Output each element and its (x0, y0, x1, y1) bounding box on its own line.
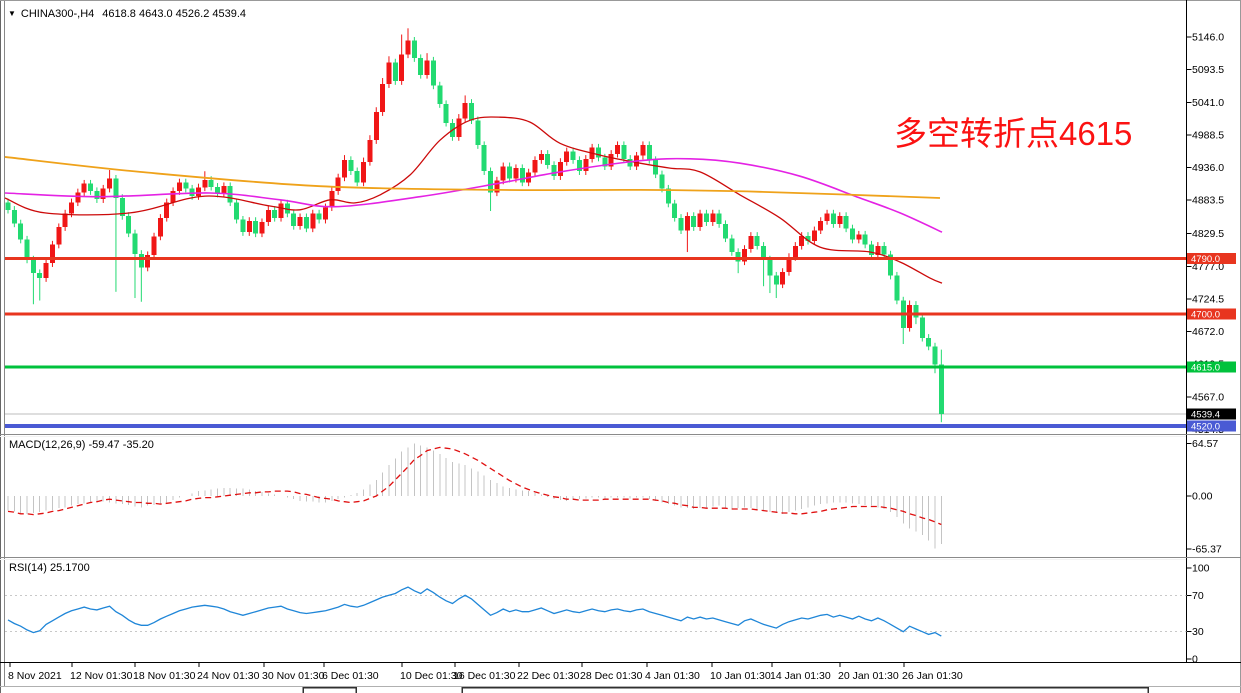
rsi-value-line (7, 586, 942, 637)
svg-text:24 Nov 01:30: 24 Nov 01:30 (197, 670, 260, 682)
bottom-window-fragment-small[interactable] (302, 686, 357, 693)
annotation-text: 多空转折点4615 (894, 115, 1133, 152)
rsi-panel[interactable]: 100 70 30 0 (5, 563, 1210, 666)
svg-text:10 Dec 01:30: 10 Dec 01:30 (400, 670, 463, 682)
svg-text:4567.0: 4567.0 (1192, 391, 1224, 403)
svg-text:4777.0: 4777.0 (1192, 261, 1224, 273)
macd-signal-line (7, 446, 942, 526)
svg-text:5041.0: 5041.0 (1192, 97, 1224, 109)
ma-mid-magenta (4, 157, 943, 233)
svg-text:64.57: 64.57 (1192, 438, 1218, 450)
svg-text:100: 100 (1192, 563, 1210, 575)
symbol-dropdown-icon[interactable]: ▼ (8, 9, 16, 18)
svg-text:4 Jan 01:30: 4 Jan 01:30 (645, 670, 700, 682)
svg-text:16 Dec 01:30: 16 Dec 01:30 (453, 670, 516, 682)
svg-text:4724.5: 4724.5 (1192, 293, 1224, 305)
rsi-label: RSI(14) 25.1700 (9, 562, 90, 574)
svg-text:0.00: 0.00 (1192, 491, 1213, 503)
svg-text:28 Dec 01:30: 28 Dec 01:30 (580, 670, 643, 682)
svg-text:8 Nov 2021: 8 Nov 2021 (8, 670, 62, 682)
svg-text:10 Jan 01:30: 10 Jan 01:30 (710, 670, 771, 682)
bottom-strip (0, 686, 1241, 693)
svg-text:4520.0: 4520.0 (1191, 422, 1220, 433)
svg-text:20 Jan 01:30: 20 Jan 01:30 (838, 670, 899, 682)
svg-text:12 Nov 01:30: 12 Nov 01:30 (70, 670, 133, 682)
ma-fast-red (4, 116, 943, 284)
svg-text:-65.37: -65.37 (1192, 544, 1222, 556)
svg-text:0: 0 (1192, 654, 1198, 666)
macd-label: MACD(12,26,9) -59.47 -35.20 (9, 439, 154, 451)
svg-text:6 Dec 01:30: 6 Dec 01:30 (322, 670, 379, 682)
svg-text:22 Dec 01:30: 22 Dec 01:30 (517, 670, 580, 682)
svg-text:30: 30 (1192, 626, 1204, 638)
panel-separators[interactable] (0, 434, 1241, 560)
macd-panel[interactable]: 64.57 0.00 -65.37 (7, 438, 1222, 556)
svg-text:4700.0: 4700.0 (1191, 310, 1220, 321)
svg-text:4883.5: 4883.5 (1192, 195, 1224, 207)
svg-text:26 Jan 01:30: 26 Jan 01:30 (902, 670, 963, 682)
time-axis[interactable]: 8 Nov 2021 12 Nov 01:30 18 Nov 01:30 24 Nov… (0, 662, 1241, 683)
svg-text:18 Nov 01:30: 18 Nov 01:30 (133, 670, 196, 682)
ma-slow-orange (4, 156, 941, 199)
ohlc-values: 4618.8 4643.0 4526.2 4539.4 (102, 8, 247, 20)
svg-text:4539.4: 4539.4 (1191, 410, 1220, 421)
svg-text:5093.5: 5093.5 (1192, 64, 1224, 76)
svg-text:4936.0: 4936.0 (1192, 162, 1224, 174)
chart-title: ▼ CHINA300-,H4 4618.8 4643.0 4526.2 4539.4 (8, 8, 246, 20)
svg-text:4672.0: 4672.0 (1192, 326, 1224, 338)
level-lines (5, 256, 1187, 429)
svg-text:4988.5: 4988.5 (1192, 129, 1224, 141)
svg-text:70: 70 (1192, 590, 1204, 602)
symbol-period-label: CHINA300-,H4 (20, 8, 95, 20)
candles-layer (5, 28, 944, 423)
svg-text:4615.0: 4615.0 (1191, 363, 1220, 374)
svg-text:5146.0: 5146.0 (1192, 32, 1224, 44)
svg-text:4790.0: 4790.0 (1191, 254, 1220, 265)
svg-text:4829.5: 4829.5 (1192, 228, 1224, 240)
svg-text:30 Nov 01:30: 30 Nov 01:30 (262, 670, 325, 682)
bottom-window-fragment-wide[interactable] (461, 686, 1149, 693)
svg-text:14 Jan 01:30: 14 Jan 01:30 (770, 670, 831, 682)
